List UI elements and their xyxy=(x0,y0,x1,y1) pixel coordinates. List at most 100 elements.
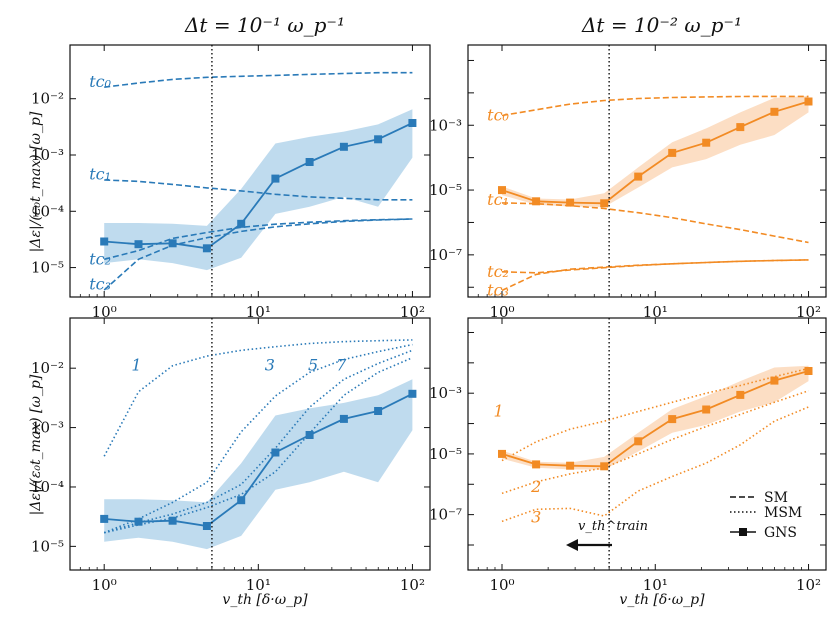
gns-marker xyxy=(736,123,745,132)
gns-marker xyxy=(566,198,575,207)
curve-label: tc₂ xyxy=(487,262,509,281)
y-tick-label: 10⁻² xyxy=(31,359,64,377)
curve-label: 7 xyxy=(336,356,347,375)
gns-marker xyxy=(168,239,177,248)
gns-marker xyxy=(804,367,813,375)
gns-marker xyxy=(770,376,779,385)
gns-marker xyxy=(702,138,711,147)
gns-marker xyxy=(339,142,348,151)
x-tick-label: 10² xyxy=(400,576,425,594)
series-tc3 xyxy=(501,259,809,292)
curve-label: tc₂ xyxy=(89,249,111,268)
gns-band xyxy=(104,109,413,271)
axes-frame xyxy=(69,44,431,298)
y-tick-label: 10⁻⁴ xyxy=(31,202,64,220)
curve-label: 2 xyxy=(530,477,541,496)
gns-band xyxy=(502,365,809,470)
title-top-right: Δt = 10⁻² ω_p⁻¹ xyxy=(581,13,742,37)
panel-top-left: 10⁰ 10¹ 10² 10⁻⁵ 10⁻⁴ 10⁻³ 10⁻² tc₀ tc₁ tc₂ tc₃ xyxy=(31,44,431,321)
curve-label: 5 xyxy=(308,356,318,375)
legend: SM MSM GNS xyxy=(730,490,802,541)
series-tc0 xyxy=(104,71,413,88)
series-tc2 xyxy=(501,259,809,274)
gns-marker xyxy=(134,517,143,526)
y-tick-label: 10⁻⁵ xyxy=(429,181,462,199)
legend-gns-marker xyxy=(739,528,747,536)
title-top-left: Δt = 10⁻¹ ω_p⁻¹ xyxy=(184,13,345,37)
series-tc0 xyxy=(501,95,809,117)
y-tick-label: 10⁻⁴ xyxy=(31,478,64,496)
gns-marker xyxy=(736,390,745,399)
gns-marker xyxy=(498,449,506,458)
y-tick-label: 10⁻³ xyxy=(31,146,64,164)
series-msm-2 xyxy=(501,390,809,495)
gns-marker xyxy=(271,174,280,183)
panel-bottom-right: 10⁰ 10¹ 10² 10⁻⁷ 10⁻⁵ 10⁻³ 1 2 3 xyxy=(429,317,827,594)
y-axis-label-top: |Δε|/(ε₀t_max) [ω_p] xyxy=(28,111,44,252)
train-annotation: v_th^train xyxy=(566,519,648,551)
series-gns xyxy=(501,370,809,468)
curve-label: tc₀ xyxy=(89,72,111,91)
curve-label: 1 xyxy=(493,401,503,420)
curve-label: 3 xyxy=(265,356,275,375)
y-tick-label: 10⁻⁵ xyxy=(31,259,64,277)
series-tc3 xyxy=(103,218,413,291)
x-tick-label: 10¹ xyxy=(246,576,271,594)
y-tick-label: 10⁻³ xyxy=(429,384,462,402)
gns-marker xyxy=(202,244,211,253)
train-annotation-label: v_th^train xyxy=(578,519,648,534)
series-msm-3 xyxy=(103,343,413,534)
x-tick-label: 10⁰ xyxy=(489,576,514,594)
curve-label: 1 xyxy=(131,356,141,375)
axes-frame xyxy=(467,44,827,298)
series-msm-3 xyxy=(501,406,809,523)
series-msm-1 xyxy=(103,339,413,457)
gns-marker xyxy=(408,119,417,127)
y-tick-label: 10⁻³ xyxy=(31,419,64,437)
gns-marker xyxy=(532,197,541,206)
gns-marker xyxy=(100,514,109,523)
gns-marker xyxy=(237,496,246,505)
gns-marker xyxy=(702,405,711,414)
gns-marker xyxy=(374,407,383,415)
gns-marker xyxy=(271,448,280,457)
curve-label: tc₃ xyxy=(487,280,509,299)
x-tick-label: 10⁰ xyxy=(489,303,514,321)
curve-label: 3 xyxy=(531,508,541,527)
gns-marker xyxy=(634,437,643,446)
gns-marker xyxy=(339,414,348,423)
axes-frame xyxy=(69,317,431,571)
gns-marker xyxy=(532,460,541,469)
gns-marker xyxy=(202,522,211,530)
gns-marker xyxy=(668,148,677,157)
gns-marker xyxy=(600,462,609,471)
series-gns xyxy=(104,392,413,527)
x-tick-label: 10² xyxy=(796,303,821,321)
gns-marker xyxy=(804,97,813,106)
gns-marker xyxy=(770,107,779,116)
curve-label: tc₁ xyxy=(487,190,509,209)
x-tick-label: 10⁰ xyxy=(92,576,117,594)
gns-marker xyxy=(305,431,314,439)
y-tick-label: 10⁻⁷ xyxy=(429,506,462,524)
series-tc1 xyxy=(501,202,809,244)
gns-marker xyxy=(100,237,109,246)
x-tick-label: 10¹ xyxy=(643,303,668,321)
x-axis-label-left: v_th [δ·ω_p] xyxy=(222,592,308,608)
gns-marker xyxy=(668,415,677,424)
series-gns xyxy=(501,100,809,205)
curve-label: tc₃ xyxy=(89,275,111,294)
series-gns xyxy=(104,122,413,250)
legend-gns-label: GNS xyxy=(764,525,797,541)
y-tick-label: 10⁻² xyxy=(31,90,64,108)
x-axis-label-right: v_th [δ·ω_p] xyxy=(619,592,705,608)
train-arrow-head xyxy=(566,539,578,551)
gns-band xyxy=(502,96,809,207)
axes-frame xyxy=(467,317,827,571)
curve-label: tc₀ xyxy=(487,106,509,125)
gns-marker xyxy=(374,135,383,144)
gns-marker xyxy=(237,219,246,228)
gns-marker xyxy=(498,186,506,195)
x-tick-label: 10² xyxy=(400,303,425,321)
